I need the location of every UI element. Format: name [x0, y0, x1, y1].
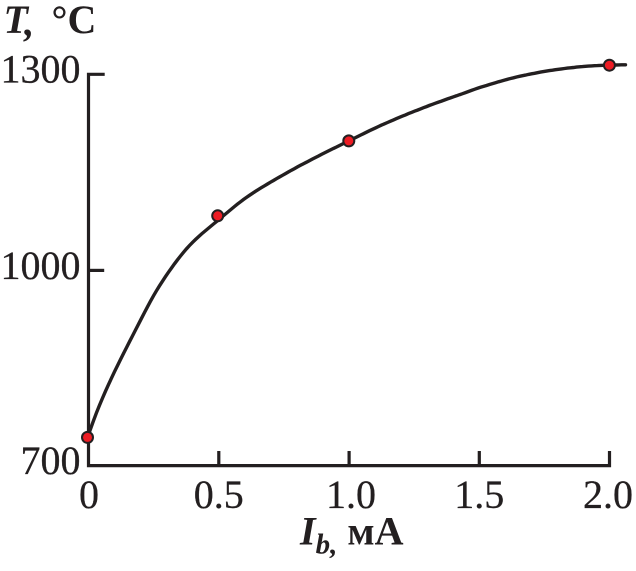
- svg-text:1000: 1000: [1, 243, 81, 288]
- svg-text:Ib, мА: Ib, мА: [299, 509, 404, 561]
- svg-text:0.5: 0.5: [194, 472, 244, 517]
- svg-text:2.0: 2.0: [583, 472, 633, 517]
- svg-text:700: 700: [21, 438, 81, 483]
- svg-text:1.5: 1.5: [454, 472, 504, 517]
- svg-text:T,: T,: [4, 0, 35, 45]
- svg-text:0: 0: [79, 472, 99, 517]
- svg-text:1300: 1300: [1, 47, 81, 92]
- svg-text:1.0: 1.0: [326, 472, 376, 517]
- svg-text:°C: °C: [52, 0, 97, 42]
